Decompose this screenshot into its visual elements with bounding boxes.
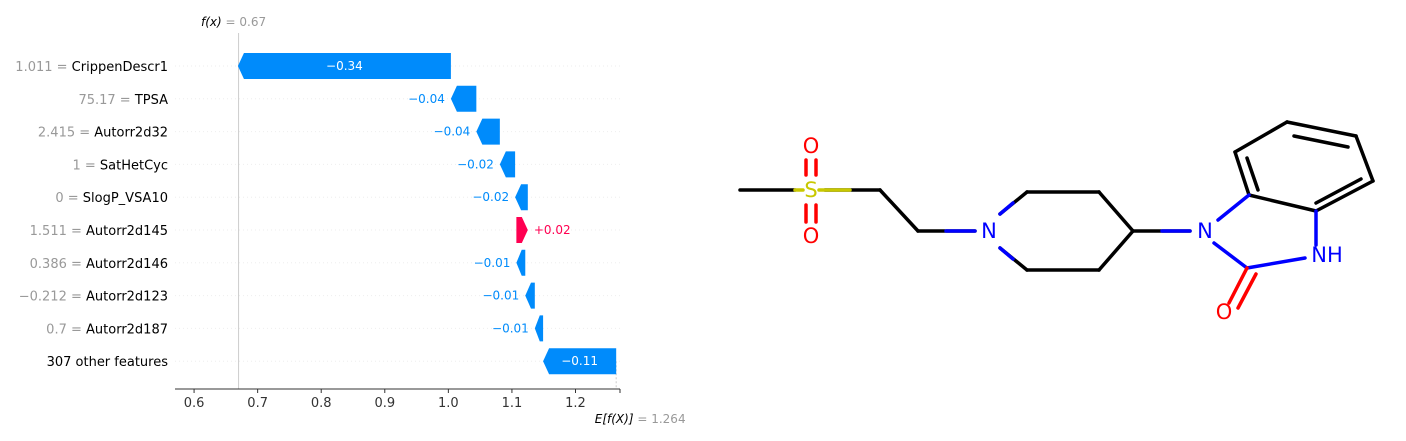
base-equals: = [634,412,652,426]
molecule-structure: O S O N N NH O [738,120,1375,324]
shap-bar-label: −0.04 [408,92,445,106]
feature-value: 0.7 = [46,322,86,337]
bond-c-o-b [1236,272,1258,310]
bond-benzene-inner [1314,177,1363,205]
bond-benzene [1247,193,1318,213]
feature-label: 75.17 = TPSA [78,93,168,108]
shap-bar [516,249,526,276]
fx-symbol: f(x) [201,15,222,29]
bond-ch2-ch2 [878,188,920,233]
feature-name: Autorr2d145 [86,224,168,239]
feature-label: 0.386 = Autorr2d146 [30,257,168,272]
atom-nh: NH [1311,243,1343,267]
x-tick-label: 0.7 [247,396,268,411]
bond-n-blue [998,201,1015,216]
feature-value: 1.011 = [15,60,71,75]
feature-name: 307 other features [47,355,169,370]
base-value-annotation: E[f(X)] = 1.264 [595,412,686,426]
row-gridlines [175,65,620,362]
shap-bar [476,118,500,145]
feature-name: SatHetCyc [100,158,168,173]
feature-name: TPSA [134,93,168,108]
feature-value: 75.17 = [78,93,134,108]
shap-bar [450,85,477,112]
x-tick-label: 1.1 [502,396,523,411]
shap-bar-label: −0.01 [474,256,511,270]
bond-benzene [1314,179,1375,213]
shap-waterfall-chart: −0.34 −0.04 −0.04 −0.02 −0.02 +0.02 −0.01 −0.01… [15,15,686,426]
bond-benzene [1354,134,1375,183]
atom-oxygen-top: O [803,134,820,158]
feature-label: 0.7 = Autorr2d187 [46,322,168,337]
bond-n-blue [998,246,1015,261]
bond-ring [1097,190,1135,233]
bond-nh-carbonyl [1245,256,1307,270]
shap-bar [525,282,535,309]
feature-name: CrippenDescr1 [72,60,168,75]
shap-bar-label: −0.02 [457,157,494,171]
feature-name: Autorr2d32 [94,126,168,141]
feature-value: 0.386 = [30,257,86,272]
atom-nitrogen-benzimidazolone: N [1197,219,1213,243]
x-tick-label: 0.6 [184,396,205,411]
molecule-bonds [738,120,1375,272]
feature-value: 1.511 = [30,224,86,239]
x-axis: 0.6 0.7 0.8 0.9 1.0 1.1 1.2 [175,388,621,411]
feature-name: Autorr2d123 [86,290,168,305]
x-tick-label: 1.0 [438,396,459,411]
molecule-hetero-bonds [793,158,1318,310]
bond-n-benz [1216,193,1251,222]
atom-oxygen-bottom: O [803,224,820,248]
feature-label: 0 = SlogP_VSA10 [55,191,168,206]
shap-bar [515,184,528,211]
feature-name: Autorr2d146 [86,257,168,272]
bond-n-carbonyl [1212,241,1249,270]
shap-bar-label: −0.04 [434,125,471,139]
feature-label: −0.212 = Autorr2d123 [19,290,168,305]
feature-label: 2.415 = Autorr2d32 [38,126,168,141]
shap-bar-label: −0.01 [482,289,519,303]
shap-bar [516,217,528,243]
feature-name: SlogP_VSA10 [83,191,168,206]
x-tick-label: 1.2 [565,396,586,411]
bond-benzene-inner [1245,156,1260,192]
feature-value: 1 = [72,158,99,173]
base-value: 1.264 [651,412,685,426]
shap-bar-label: −0.02 [472,190,509,204]
feature-label: 1.011 = CrippenDescr1 [15,60,168,75]
shap-bar [237,53,451,79]
bond-c-o-a [1227,266,1249,305]
feature-name: Autorr2d187 [86,322,168,337]
atom-oxygen-carbonyl: O [1216,300,1233,324]
shap-bar-label: +0.02 [534,223,571,237]
base-symbol: E[f(X)] [595,412,634,426]
atom-sulfur: S [804,178,817,202]
x-tick-label: 0.9 [374,396,395,411]
atom-nitrogen-piperidine: N [981,219,997,243]
bond-benzene [1233,150,1251,197]
feature-value: 2.415 = [38,126,94,141]
bond-benzene-inner [1292,134,1350,149]
shap-bar [534,315,544,342]
feature-label: 1.511 = Autorr2d145 [30,224,168,239]
shap-bar-label: −0.01 [492,321,529,335]
fx-annotation: f(x) = 0.67 [201,15,266,29]
bars-group: −0.34 −0.04 −0.04 −0.02 −0.02 +0.02 −0.01 −0.01… [237,53,617,375]
feature-label: 1 = SatHetCyc [72,158,168,173]
feature-label: 307 other features [47,355,169,370]
shap-bar [499,151,516,178]
shap-bar-label: −0.11 [561,354,598,368]
shap-bar-label: −0.34 [326,59,363,73]
bond-ring [1097,229,1135,272]
feature-value: 0 = [55,191,82,206]
fx-equals: = [222,15,240,29]
bond-benzene [1285,120,1358,138]
molecule-atom-labels: O S O N N NH O [803,134,1343,324]
fx-value: 0.67 [239,15,266,29]
shap-bar [543,348,617,375]
bond-benzene [1233,120,1289,154]
feature-value: −0.212 = [19,290,86,305]
x-tick-label: 0.8 [311,396,332,411]
feature-labels: 1.011 = CrippenDescr1 75.17 = TPSA 2.415 =… [15,60,168,370]
